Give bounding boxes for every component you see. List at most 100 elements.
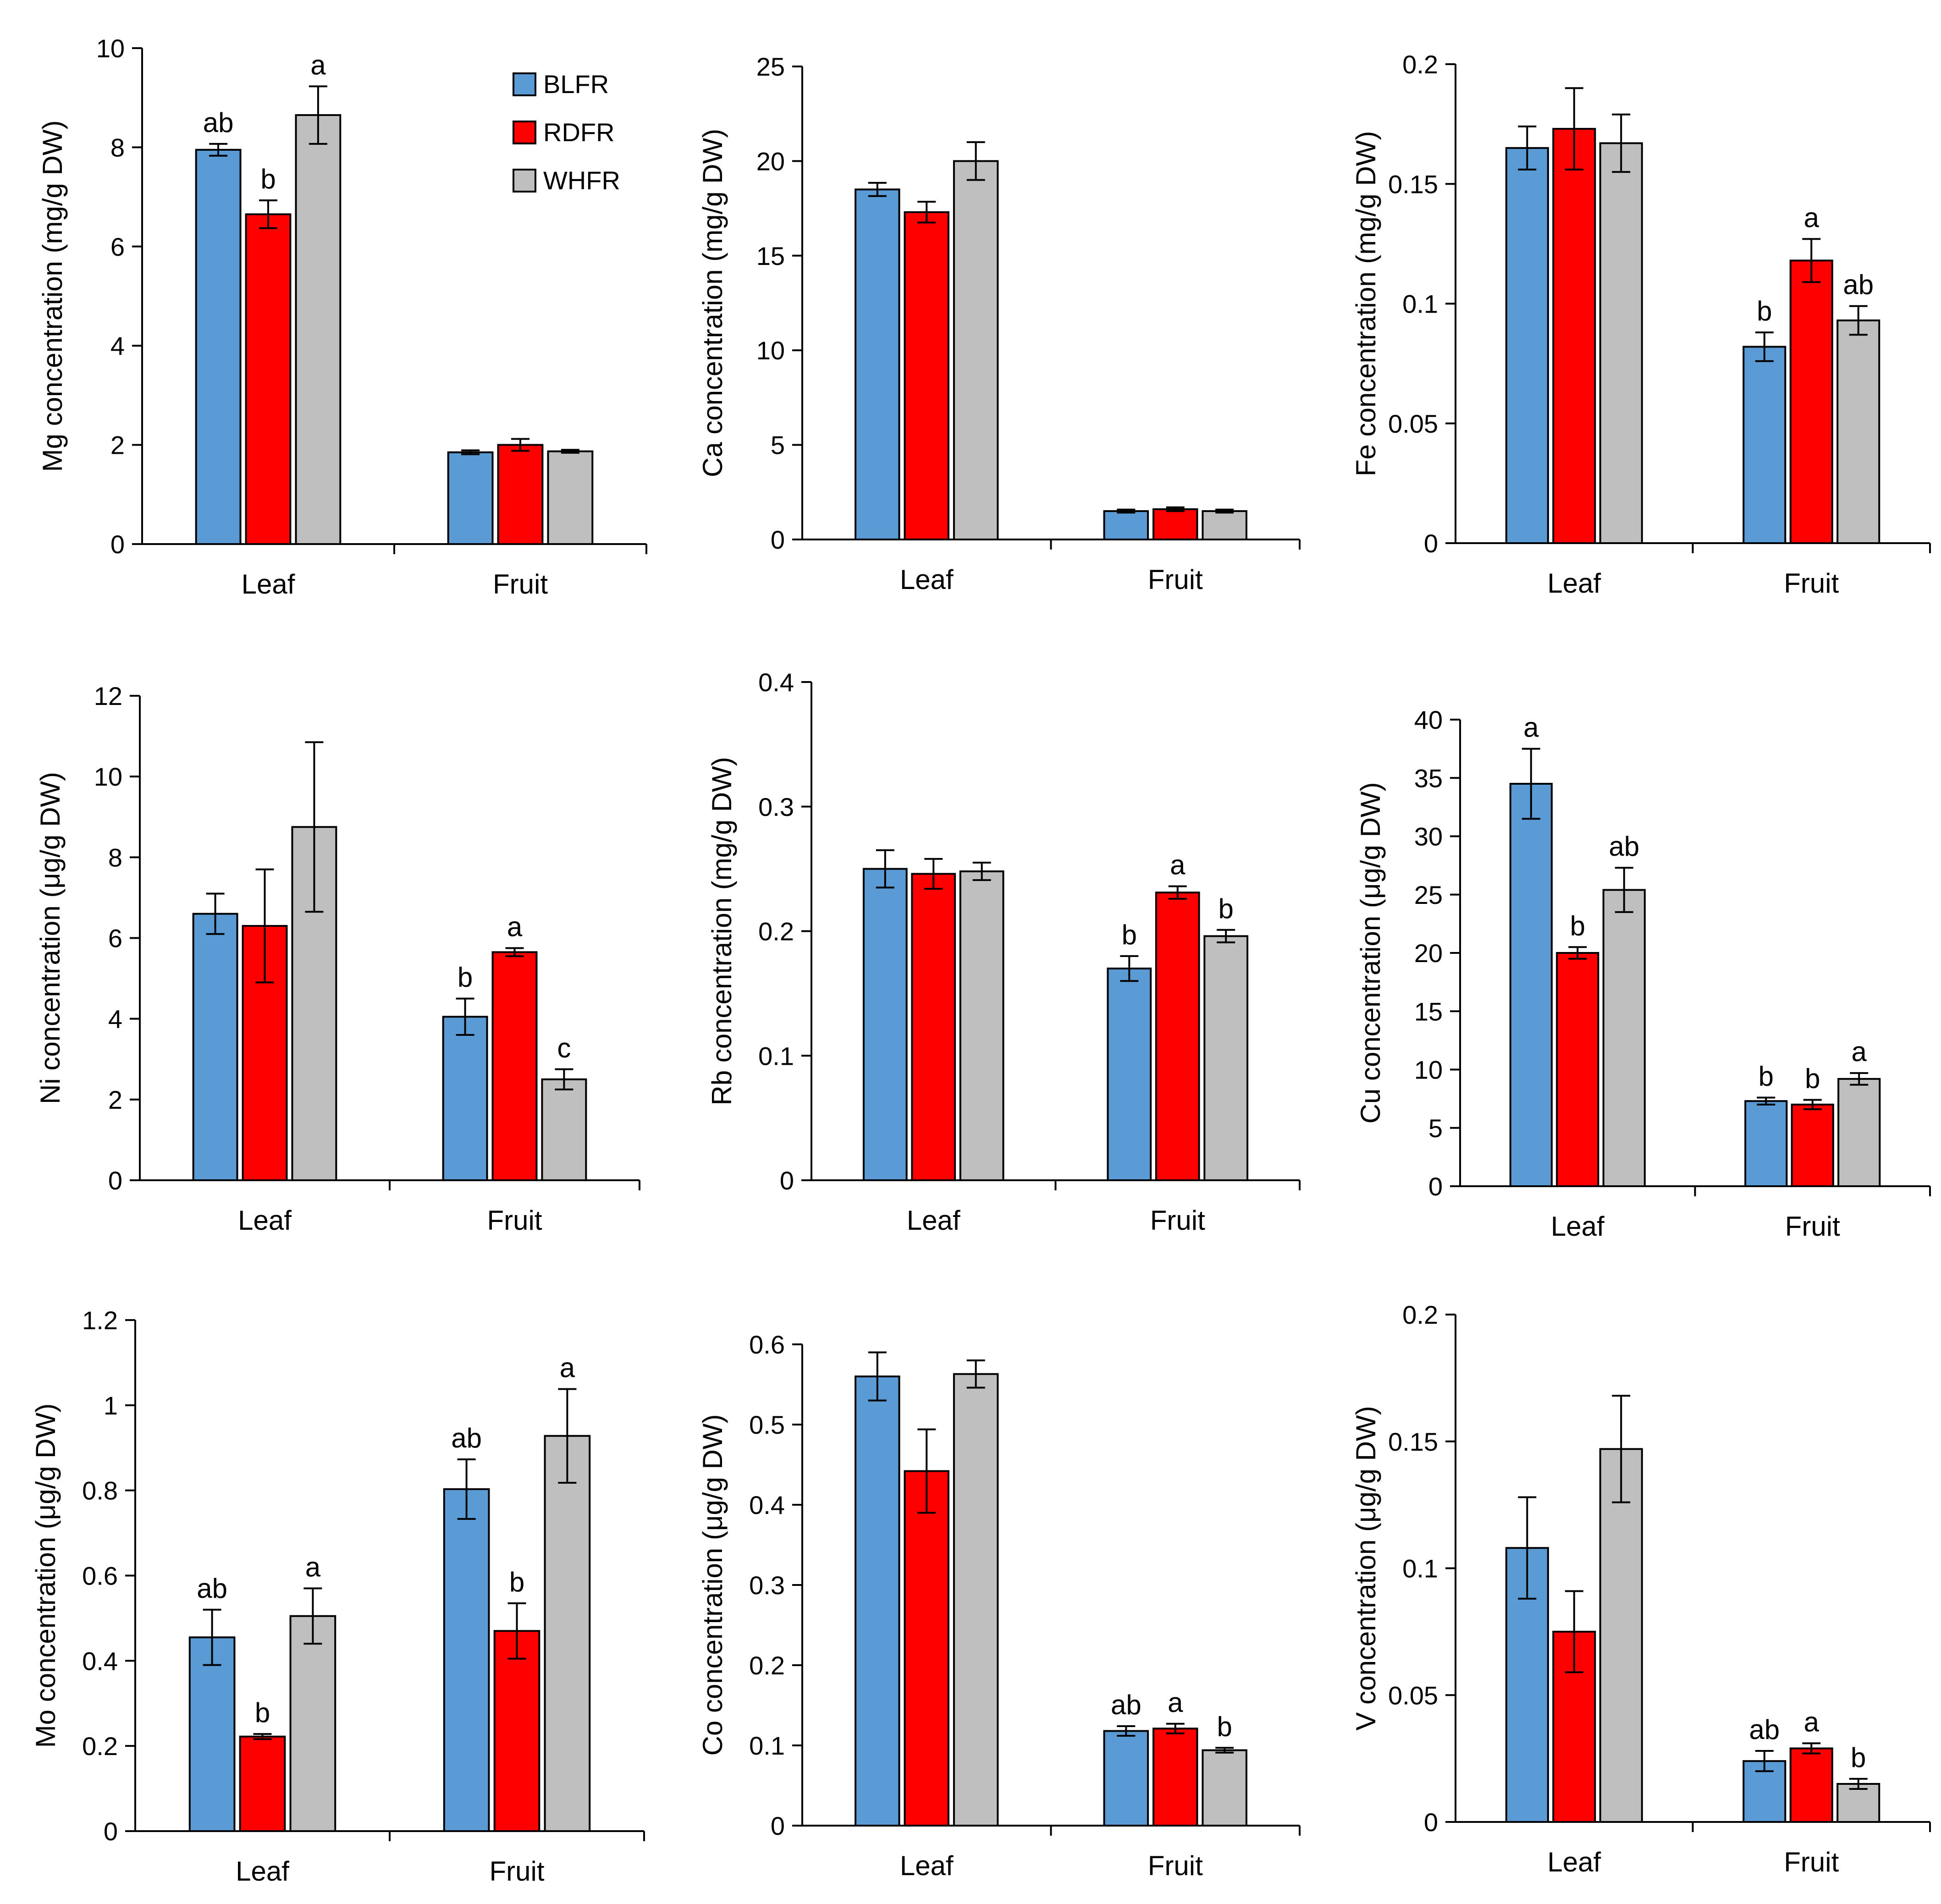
y-tick-label: 0.05 xyxy=(1388,1681,1438,1710)
bar-leaf-whfr xyxy=(289,1615,336,1832)
category-label-leaf: Leaf xyxy=(236,1856,289,1887)
y-tick-label: 0.3 xyxy=(758,792,794,821)
bar-leaf-whfr xyxy=(953,1373,999,1827)
significance-label: b xyxy=(1122,919,1137,950)
y-tick-label: 10 xyxy=(1414,1056,1443,1084)
bar-leaf-blfr xyxy=(195,149,242,545)
bar-leaf-rdfr xyxy=(904,1470,949,1827)
significance-label: b xyxy=(1805,1063,1820,1094)
category-label-fruit: Fruit xyxy=(1148,1850,1203,1881)
bar-fruit-rdfr xyxy=(491,951,538,1181)
bar-leaf-blfr xyxy=(1509,782,1553,1187)
bar-leaf-blfr xyxy=(855,1376,900,1827)
category-label-fruit: Fruit xyxy=(493,569,548,600)
legend-label-rdfr: RDFR xyxy=(543,118,615,147)
y-tick-label: 0.4 xyxy=(758,668,794,697)
bar-fruit-blfr xyxy=(442,1016,488,1181)
chart-panel-1: 0 2 4 6 8 10 Mg concentration (mg/g DW) abb a Lea… xyxy=(37,34,647,600)
chart-panel-7: 0 0.2 0.4 0.6 0.8 1 1.2 Mo concentration (μg/g … xyxy=(30,1306,645,1887)
chart-panel-3: 0 0.05 0.1 0.15 0.2 Fe concentration (mg/g DW… xyxy=(1351,50,1931,599)
significance-label: a xyxy=(1804,1706,1820,1737)
y-tick-label: 0.2 xyxy=(758,917,794,946)
y-tick-label: 0.2 xyxy=(1402,50,1438,79)
legend-label-whfr: WHFR xyxy=(543,166,620,195)
y-tick-label: 0 xyxy=(1428,1172,1443,1201)
category-label-leaf: Leaf xyxy=(1551,1211,1605,1242)
y-tick-label: 1.2 xyxy=(82,1306,118,1335)
significance-label: ab xyxy=(1749,1714,1780,1745)
y-tick-label: 15 xyxy=(1414,997,1443,1026)
bar-fruit-whfr xyxy=(1202,1749,1247,1827)
y-tick-label: 8 xyxy=(108,843,122,872)
significance-label: a xyxy=(560,1353,575,1383)
y-tick-label: 30 xyxy=(1414,822,1443,851)
bar-fruit-whfr xyxy=(541,1078,587,1182)
y-tick-label: 20 xyxy=(756,147,785,176)
y-tick-label: 35 xyxy=(1414,764,1443,792)
significance-label: b xyxy=(458,962,473,993)
y-tick-label: 12 xyxy=(94,682,122,710)
significance-label: a xyxy=(1170,850,1186,880)
y-tick-label: 40 xyxy=(1414,705,1443,734)
significance-label: a xyxy=(1852,1036,1867,1067)
significance-label: ab xyxy=(451,1423,482,1453)
y-tick-label: 0 xyxy=(104,1817,118,1846)
bar-leaf-rdfr xyxy=(904,211,949,540)
bar-leaf-rdfr xyxy=(911,873,956,1181)
chart-panel-4: 0 2 4 6 8 10 12 Ni concentration (μg/g DW) Leaf b… xyxy=(35,682,640,1236)
bar-fruit-whfr xyxy=(547,450,594,545)
bar-fruit-rdfr xyxy=(1791,1103,1834,1188)
y-tick-label: 0.4 xyxy=(82,1646,118,1675)
category-label-leaf: Leaf xyxy=(242,569,295,600)
bar-fruit-rdfr xyxy=(1152,508,1198,541)
y-tick-label: 0.15 xyxy=(1388,170,1438,198)
y-axis-label: Mg concentration (mg/g DW) xyxy=(37,121,68,472)
bar-fruit-whfr xyxy=(1836,319,1880,544)
legend-swatch-whfr xyxy=(513,169,536,193)
y-tick-label: 0.6 xyxy=(82,1562,118,1590)
bar-leaf-whfr xyxy=(295,114,342,545)
significance-label: b xyxy=(1218,893,1233,924)
category-label-leaf: Leaf xyxy=(900,564,954,595)
y-tick-label: 0.2 xyxy=(749,1651,785,1680)
bar-fruit-blfr xyxy=(1103,1730,1149,1827)
y-tick-label: 20 xyxy=(1414,939,1443,968)
y-tick-label: 5 xyxy=(1428,1114,1443,1143)
bar-fruit-blfr xyxy=(1742,346,1787,544)
significance-label: b xyxy=(509,1567,524,1597)
chart-panel-5: 0 0.1 0.2 0.3 0.4 Rb concentration (mg/g DW) L… xyxy=(706,668,1301,1236)
significance-label: ab xyxy=(203,107,234,138)
significance-label: ab xyxy=(197,1573,227,1604)
chart-panel-2: 0 5 10 15 20 25 Ca concentration (mg/g DW) Leaf… xyxy=(697,52,1301,595)
y-tick-label: 10 xyxy=(756,336,785,365)
significance-label: b xyxy=(255,1697,270,1728)
bar-leaf-blfr xyxy=(192,913,238,1181)
y-tick-label: 10 xyxy=(94,762,122,791)
bar-fruit-rdfr xyxy=(1789,1747,1833,1823)
y-tick-label: 10 xyxy=(96,34,125,63)
chart-panel-6: 0 5 10 15 20 25 30 35 40 Cu concentration (μg/g D… xyxy=(1355,705,1931,1242)
category-label-fruit: Fruit xyxy=(1784,1847,1839,1877)
bar-leaf-rdfr xyxy=(1552,128,1596,544)
bar-fruit-whfr xyxy=(1202,510,1247,540)
y-tick-label: 15 xyxy=(756,242,785,270)
y-tick-label: 25 xyxy=(1414,880,1443,909)
y-tick-label: 5 xyxy=(771,431,785,460)
y-tick-label: 1 xyxy=(104,1391,118,1420)
y-tick-label: 0.4 xyxy=(749,1491,785,1519)
y-tick-label: 0.3 xyxy=(749,1571,785,1600)
bar-leaf-rdfr xyxy=(239,1735,286,1832)
y-tick-label: 0 xyxy=(1424,529,1438,558)
bar-fruit-rdfr xyxy=(1789,259,1833,544)
significance-label: b xyxy=(1851,1742,1866,1773)
y-tick-label: 0.8 xyxy=(82,1476,118,1505)
category-label-fruit: Fruit xyxy=(487,1205,542,1236)
category-label-leaf: Leaf xyxy=(1547,568,1601,599)
y-tick-label: 6 xyxy=(108,924,122,953)
y-tick-label: 0 xyxy=(1424,1808,1438,1837)
y-tick-label: 0 xyxy=(108,1166,122,1195)
category-label-fruit: Fruit xyxy=(1785,1211,1840,1242)
y-tick-label: 0.2 xyxy=(82,1732,118,1761)
bar-fruit-rdfr xyxy=(1155,891,1200,1181)
bar-leaf-whfr xyxy=(1599,1448,1643,1823)
